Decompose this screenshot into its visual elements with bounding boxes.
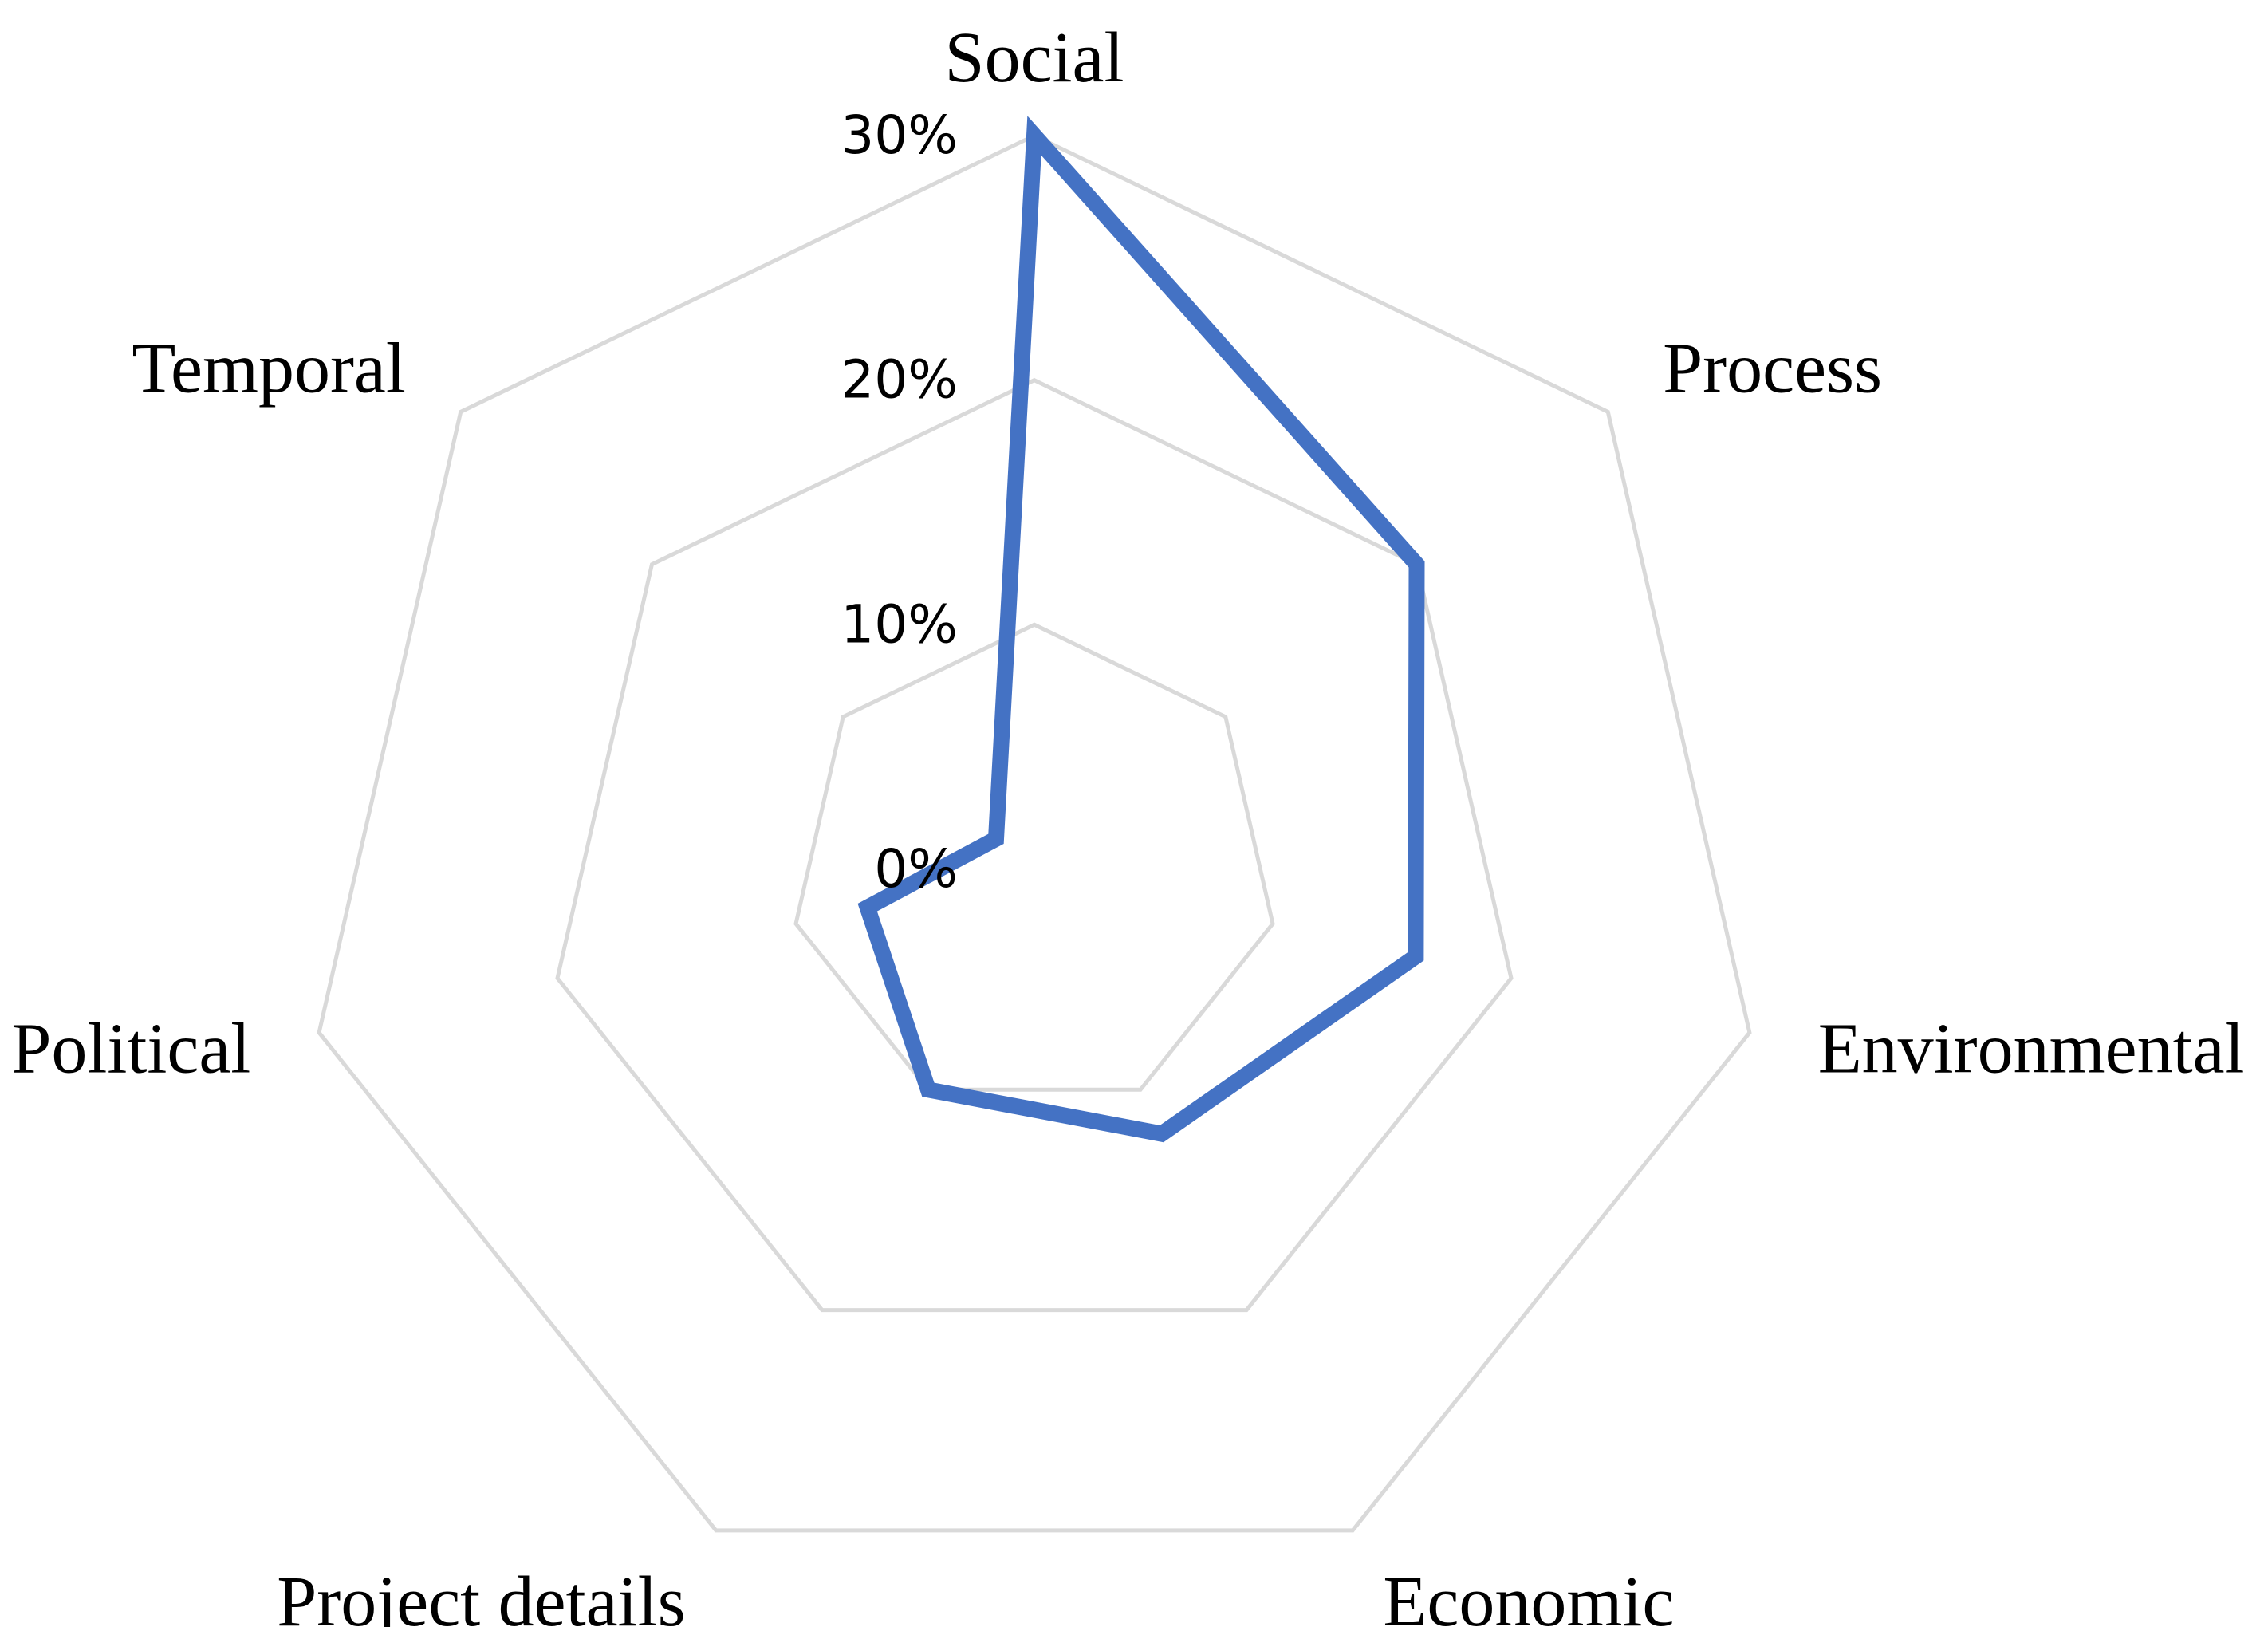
radar-series (857, 116, 1425, 1143)
radar-grid (317, 133, 1752, 1533)
category-label-4: Project details (277, 1562, 685, 1627)
tick-label-1: 10% (841, 593, 958, 655)
grid-ring-2 (555, 377, 1514, 1313)
grid-ring-1 (793, 622, 1275, 1092)
category-label-0: Social (945, 18, 1124, 97)
category-label-1: Process (1663, 329, 1882, 408)
category-labels: Social Process Environmental Economic Projec… (11, 18, 2244, 1627)
series-line-0 (857, 116, 1425, 1143)
tick-label-3: 30% (841, 104, 958, 166)
tick-label-2: 20% (841, 349, 958, 411)
category-label-5: Political (11, 1009, 250, 1088)
radial-tick-labels: 0% 10% 20% 30% (841, 104, 958, 900)
grid-ring-3 (317, 133, 1752, 1533)
tick-label-0: 0% (874, 838, 958, 900)
category-label-6: Temporal (132, 329, 406, 408)
category-label-2: Environmental (1818, 1009, 2245, 1088)
category-label-3: Economic (1383, 1562, 1674, 1627)
